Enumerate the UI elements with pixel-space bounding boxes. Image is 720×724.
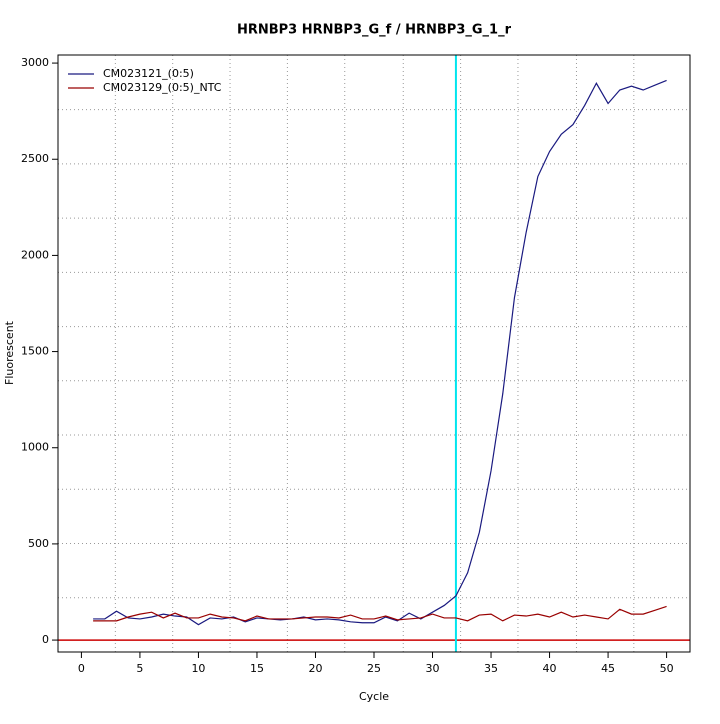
x-tick-label: 25 <box>367 662 381 675</box>
x-tick-label: 45 <box>601 662 615 675</box>
x-tick-label: 0 <box>78 662 85 675</box>
x-tick-label: 5 <box>136 662 143 675</box>
x-axis-label: Cycle <box>359 690 389 703</box>
series-line <box>93 79 667 626</box>
y-tick-label: 2500 <box>21 152 49 165</box>
x-tick-label: 20 <box>308 662 322 675</box>
x-tick-label: 10 <box>191 662 205 675</box>
y-tick-label: 1500 <box>21 345 49 358</box>
y-tick-label: 1000 <box>21 441 49 454</box>
y-tick-label: 0 <box>42 633 49 646</box>
y-tick-label: 500 <box>28 537 49 550</box>
y-tick-label: 3000 <box>21 56 49 69</box>
x-tick-label: 30 <box>426 662 440 675</box>
plot-frame <box>57 54 691 653</box>
x-tick-label: 35 <box>484 662 498 675</box>
x-tick-label: 15 <box>250 662 264 675</box>
y-tick-label: 2000 <box>21 248 49 261</box>
y-axis-label: Fluorescent <box>3 320 16 385</box>
legend-label: CM023129_(0:5)_NTC <box>103 81 222 94</box>
x-tick-label: 50 <box>660 662 674 675</box>
series-line <box>93 605 667 622</box>
legend-label: CM023121_(0:5) <box>103 67 194 80</box>
x-tick-label: 40 <box>543 662 557 675</box>
chart-title: HRNBP3 HRNBP3_G_f / HRNBP3_G_1_r <box>237 23 512 38</box>
